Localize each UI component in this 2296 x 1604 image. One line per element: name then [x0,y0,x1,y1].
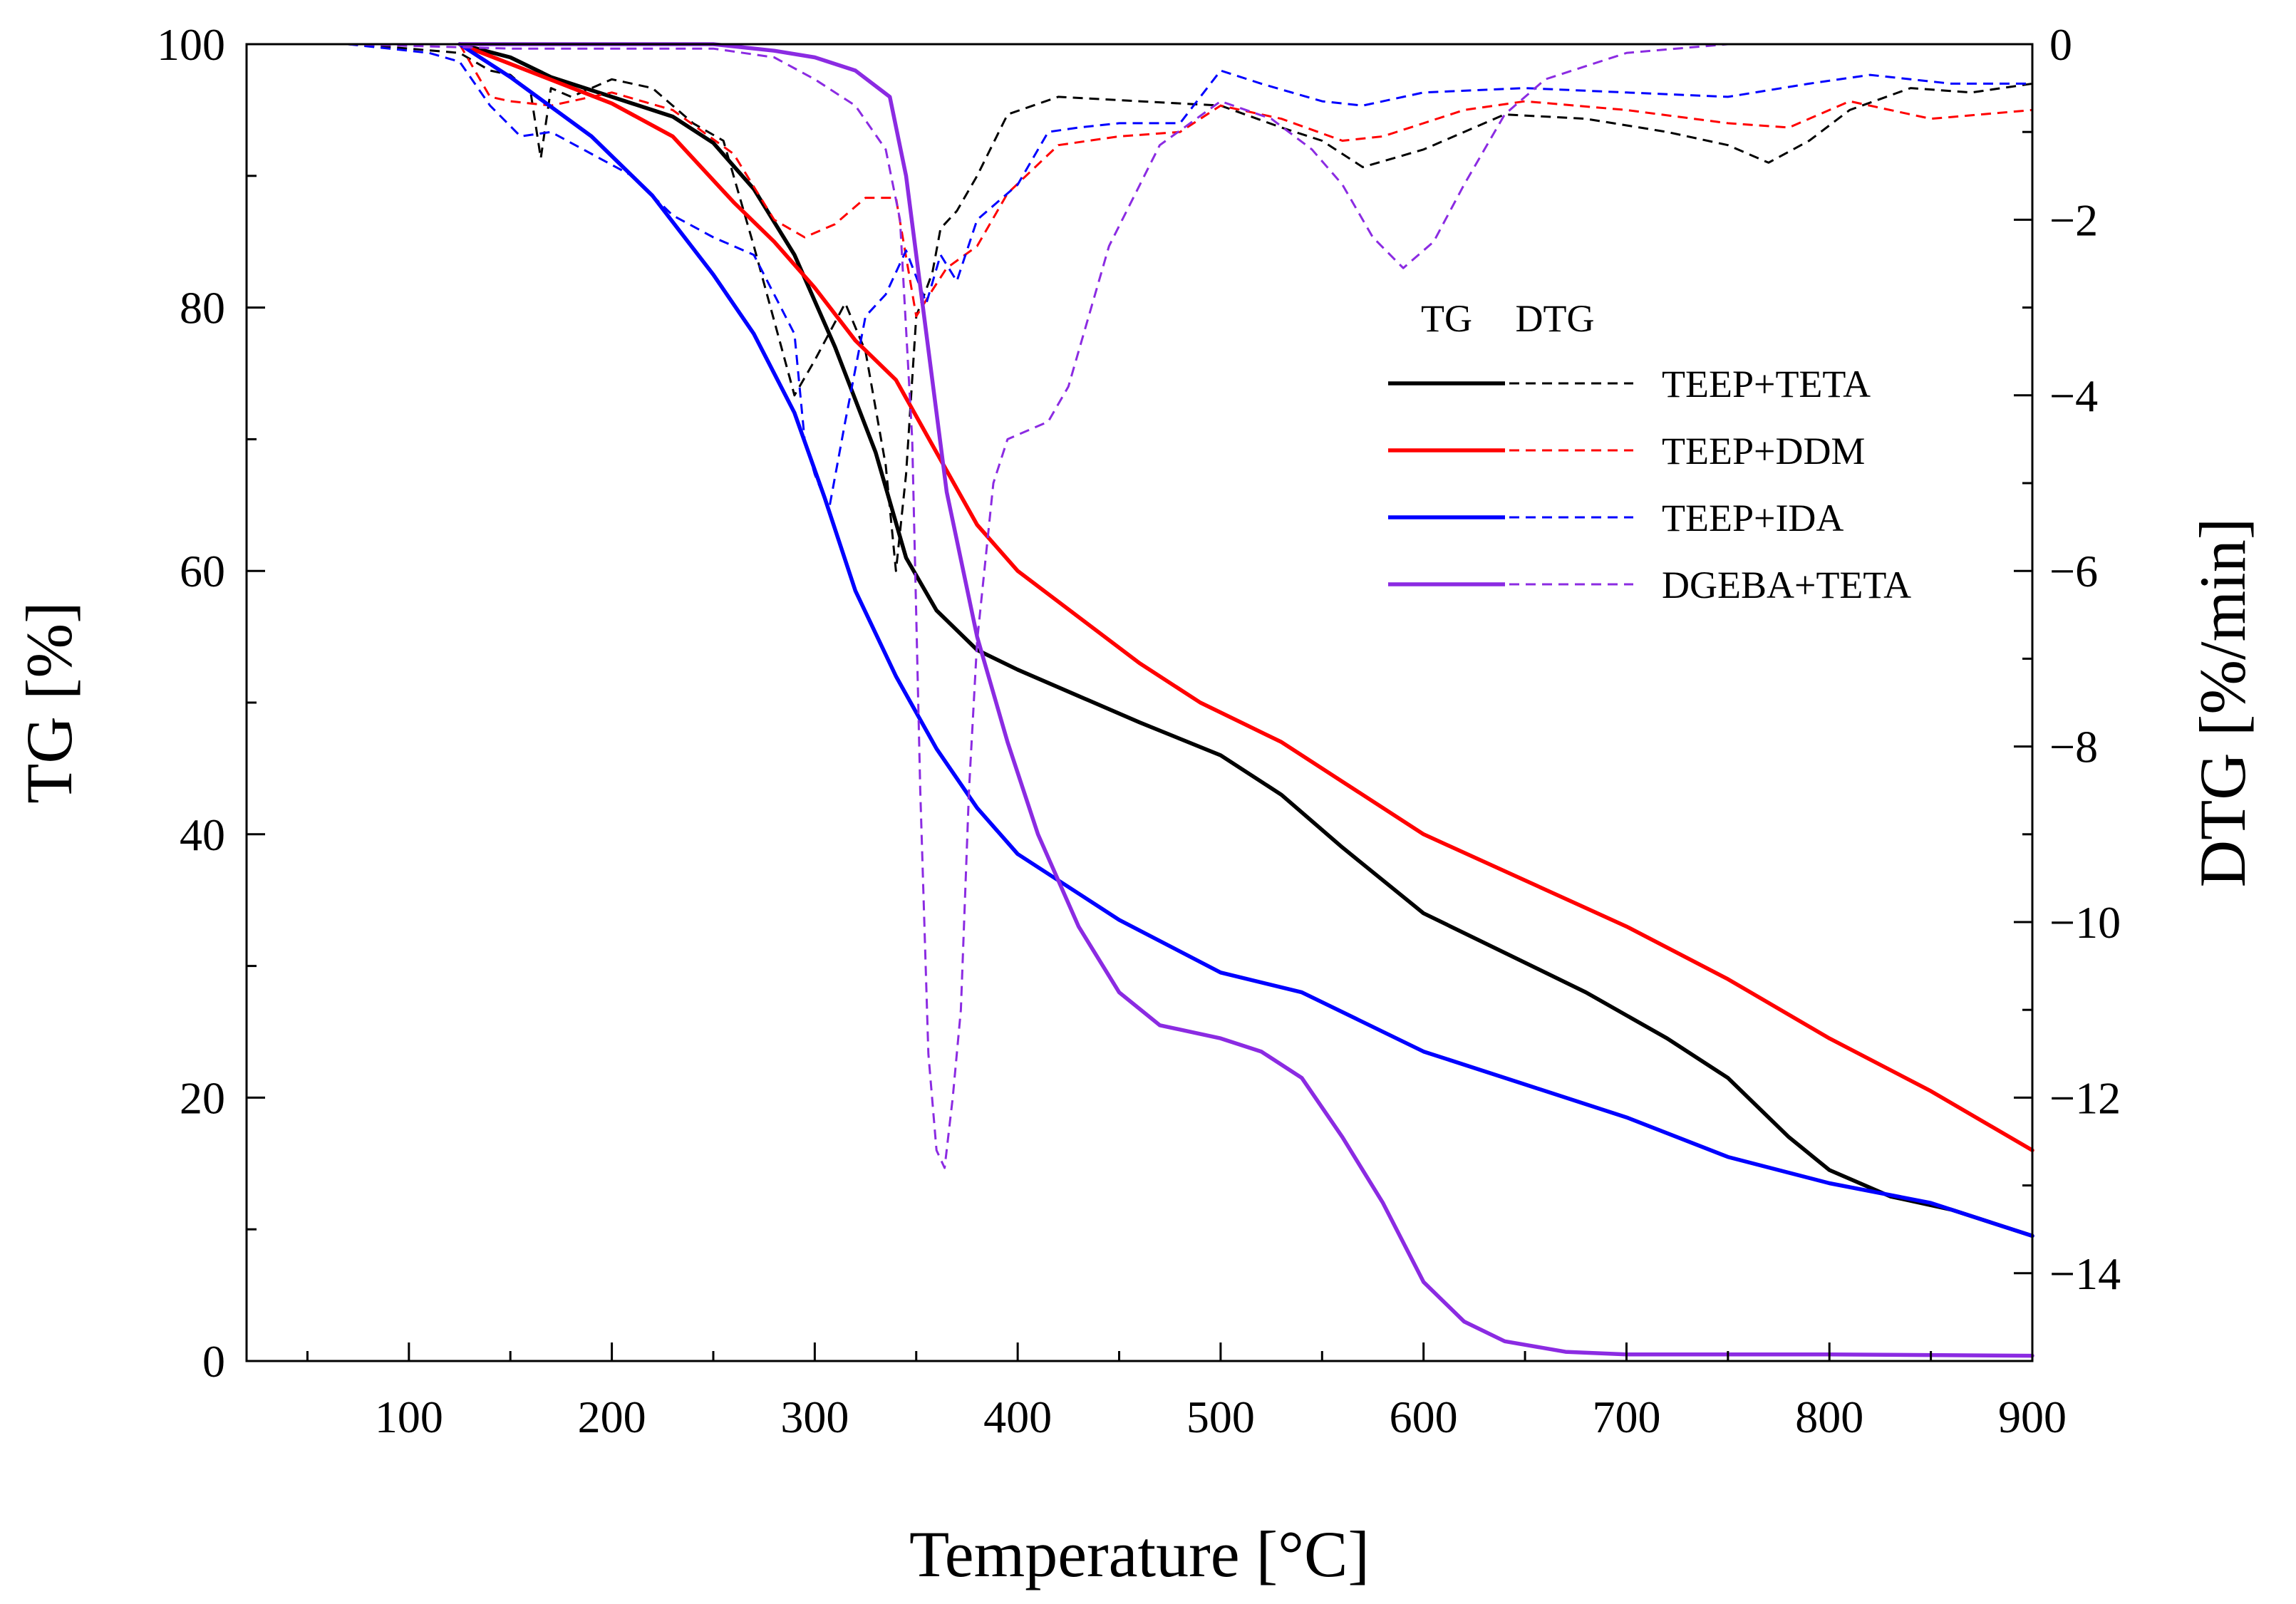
x-tick-label: 100 [375,1392,443,1442]
y-tick-label: 60 [180,546,225,596]
x-tick-label: 200 [578,1392,646,1442]
y2-tick-label: 0 [2049,19,2072,70]
y-tick-label: 0 [202,1336,225,1387]
y-axis-title: TG [%] [13,601,86,804]
plot-frame [245,43,2034,1362]
legend-label-dgeba-teta: DGEBA+TETA [1662,564,1911,606]
axis-titles: Temperature [°C] TG [%] DTG [%/min] [13,518,2259,1590]
dtg-line-teep-ida [348,43,2032,511]
x-tick-label: 900 [1998,1392,2067,1442]
tg-line-teep-ddm [457,42,2034,1153]
dtg-line-teep-teta [348,43,2033,572]
legend-header-dtg: DTG [1516,297,1595,340]
x-tick-label: 300 [780,1392,849,1442]
tg-line-teep-teta [457,42,2034,1238]
x-tick-label: 700 [1592,1392,1660,1442]
x-axis-title: Temperature [°C] [909,1518,1370,1590]
legend: TG DTG TEEP+TETA TEEP+DDM TEEP+IDA DGEBA+TETA [1388,297,1911,606]
x-tick-label: 800 [1795,1392,1863,1442]
y2-axis-title: DTG [%/min] [2186,518,2259,888]
dtg-line-dgeba-teta [348,43,2032,1169]
x-tick-label: 600 [1390,1392,1458,1442]
y-tick-label: 20 [180,1072,225,1123]
y2-tick-label: −14 [2049,1248,2121,1299]
tg-line-dgeba-teta [457,42,2034,1358]
y2-tick-label: −8 [2049,722,2098,772]
y-tick-label: 40 [180,809,225,860]
axes-layer: 100 200 300 400 500 600 700 800 900 0 20 40 60 80 100 0… [157,19,2121,1442]
x-tick-label: 400 [983,1392,1052,1442]
y2-tick-label: −4 [2049,371,2098,421]
legend-header-tg: TG [1421,297,1472,340]
y2-tick-label: −12 [2049,1072,2121,1123]
curves-layer [348,42,2034,1358]
y-tick-label: 80 [180,283,225,333]
y2-tick-label: −2 [2049,195,2098,245]
y2-tick-label: −10 [2049,897,2121,948]
legend-label-teep-ida: TEEP+IDA [1662,497,1843,539]
y-tick-label: 100 [157,19,225,70]
tg-line-teep-ida [457,42,2034,1238]
dtg-line-teep-ddm [458,43,2033,318]
y2-tick-label: −6 [2049,546,2098,596]
legend-label-teep-ddm: TEEP+DDM [1662,430,1865,472]
legend-label-teep-teta: TEEP+TETA [1662,363,1871,405]
x-tick-label: 500 [1186,1392,1255,1442]
